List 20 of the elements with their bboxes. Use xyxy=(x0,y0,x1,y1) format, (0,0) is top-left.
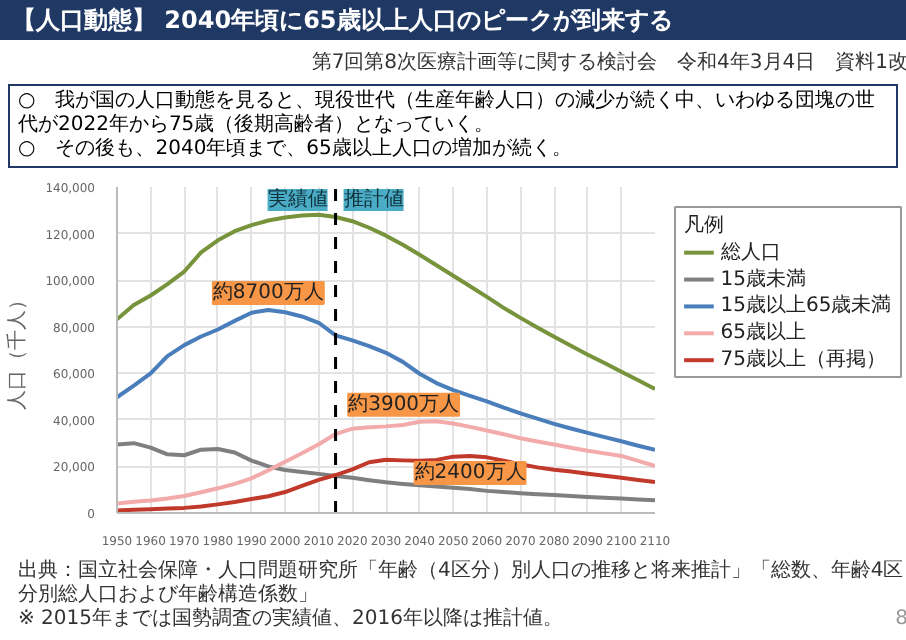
y-axis-title: 人口（千人） xyxy=(5,290,30,410)
legend-label: 75歳以上（再掲） xyxy=(720,347,887,372)
text: ※ 2015年までは国勢調査の実績値、2016年以降は推計値。 xyxy=(18,608,563,630)
legend-title: 凡例 xyxy=(684,214,725,237)
text: ○ 我が国の人口動態を見ると、現役世代（生産年齢人口）の減少が続く中、いわゆる団塊の世代が2022年から75歳（後期高齢者）となっていく。 xyxy=(18,90,876,136)
line-series xyxy=(117,307,655,452)
annotation: 約2400万人 xyxy=(414,461,526,484)
annotation: 約8700万人 xyxy=(212,281,324,304)
annotation: 約3900万人 xyxy=(348,393,460,416)
legend-label: 15歳未満 xyxy=(720,266,807,291)
source-note: 出典：国立社会保障・人口問題研究所「年齢（4区分）別人口の推移と将来推計」「総数、年齢4区分別総人口および年齢構造係数」 xyxy=(18,560,904,606)
chart-title: 【人口動態】 2040年頃に65歳以上人口のピークが到来する xyxy=(12,4,673,38)
legend-label: 15歳以上65歳未満 xyxy=(720,293,892,318)
line-series xyxy=(117,441,655,503)
line-series xyxy=(117,419,655,506)
line-series xyxy=(117,212,655,391)
legend-label: 総人口 xyxy=(718,239,781,264)
text: ○ その後も、2040年頃まで、65歳以上人口の増加が続く。 xyxy=(18,138,572,160)
legend-label: 65歳以上 xyxy=(720,320,807,345)
text: 8 xyxy=(895,608,906,632)
